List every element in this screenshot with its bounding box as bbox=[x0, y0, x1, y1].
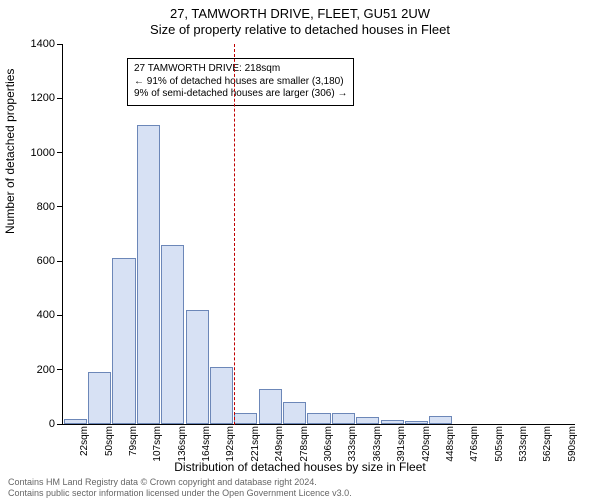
histogram-bar bbox=[332, 413, 355, 424]
footer-line1: Contains HM Land Registry data © Crown c… bbox=[8, 477, 352, 487]
annotation-box: 27 TAMWORTH DRIVE: 218sqm ← 91% of detac… bbox=[127, 58, 354, 106]
y-tick bbox=[57, 261, 63, 262]
y-tick-label: 200 bbox=[37, 364, 55, 376]
histogram-bar bbox=[356, 417, 379, 424]
reference-line bbox=[234, 44, 235, 425]
y-tick bbox=[57, 206, 63, 207]
histogram-bar bbox=[234, 413, 257, 424]
y-tick bbox=[57, 44, 63, 45]
histogram-bar bbox=[210, 367, 233, 424]
histogram-bar bbox=[186, 310, 209, 424]
histogram-bar bbox=[161, 245, 184, 424]
histogram-bar bbox=[88, 372, 111, 424]
chart-plot-area: 27 TAMWORTH DRIVE: 218sqm ← 91% of detac… bbox=[62, 44, 575, 425]
y-tick bbox=[57, 152, 63, 153]
y-axis-title: Number of detached properties bbox=[3, 69, 17, 234]
histogram-bar bbox=[405, 421, 428, 424]
page-title-line1: 27, TAMWORTH DRIVE, FLEET, GU51 2UW bbox=[0, 6, 600, 21]
annotation-line3: 9% of semi-detached houses are larger (3… bbox=[134, 88, 347, 101]
y-tick-label: 1000 bbox=[31, 147, 55, 159]
y-tick-label: 800 bbox=[37, 201, 55, 213]
annotation-line2: ← 91% of detached houses are smaller (3,… bbox=[134, 76, 347, 89]
footer-attribution: Contains HM Land Registry data © Crown c… bbox=[8, 477, 352, 498]
histogram-bar bbox=[429, 416, 452, 424]
y-tick-label: 0 bbox=[49, 418, 55, 430]
histogram-bar bbox=[137, 125, 160, 424]
histogram-bar bbox=[112, 258, 135, 424]
histogram-bar bbox=[64, 419, 87, 424]
annotation-line1: 27 TAMWORTH DRIVE: 218sqm bbox=[134, 63, 347, 76]
y-tick bbox=[57, 424, 63, 425]
y-tick bbox=[57, 369, 63, 370]
y-tick-label: 400 bbox=[37, 309, 55, 321]
histogram-bar bbox=[283, 402, 306, 424]
page-title-line2: Size of property relative to detached ho… bbox=[0, 22, 600, 37]
y-tick-label: 1200 bbox=[31, 92, 55, 104]
histogram-bar bbox=[381, 420, 404, 424]
y-tick bbox=[57, 98, 63, 99]
x-axis-title: Distribution of detached houses by size … bbox=[0, 460, 600, 474]
footer-line2: Contains public sector information licen… bbox=[8, 488, 352, 498]
y-tick bbox=[57, 315, 63, 316]
histogram-bar bbox=[259, 389, 282, 424]
y-tick-label: 600 bbox=[37, 255, 55, 267]
histogram-bar bbox=[307, 413, 330, 424]
y-tick-label: 1400 bbox=[31, 38, 55, 50]
